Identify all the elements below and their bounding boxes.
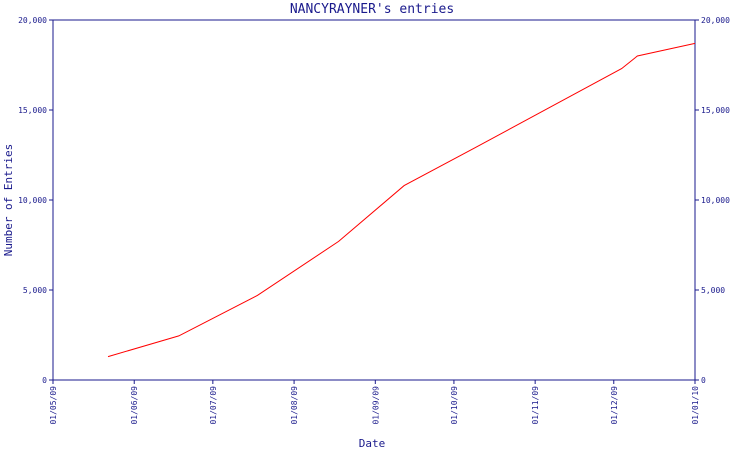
x-tick-label: 01/05/09 [49,386,58,425]
y-tick-label-left: 20,000 [18,16,47,25]
x-tick-label: 01/01/10 [691,386,700,425]
x-tick-label: 01/08/09 [290,386,299,425]
y-tick-label-left: 5,000 [23,286,47,295]
x-axis-label: Date [359,437,386,450]
series-line [107,42,696,358]
y-tick-label-right: 20,000 [701,16,730,25]
x-tick-label: 01/12/09 [610,386,619,425]
y-tick-label-left: 10,000 [18,196,47,205]
y-tick-label-right: 0 [701,376,706,385]
plot-frame [52,19,696,381]
x-tick-label: 01/10/09 [450,386,459,425]
y-axis-label: Number of Entries [2,144,15,257]
y-tick-label-right: 15,000 [701,106,730,115]
y-tick-label-left: 0 [42,376,47,385]
chart-title: NANCYRAYNER's entries [290,2,454,17]
y-tick-label-right: 5,000 [701,286,725,295]
y-tick-label-right: 10,000 [701,196,730,205]
y-axis-right: 0 5,000 10,000 15,000 20,000 [695,16,730,385]
x-tick-label: 01/06/09 [130,386,139,425]
x-tick-label: 01/11/09 [531,386,540,425]
y-tick-label-left: 15,000 [18,106,47,115]
y-axis-left: 0 5,000 10,000 15,000 20,000 [18,16,53,385]
x-tick-label: 01/09/09 [371,386,380,425]
x-tick-label: 01/07/09 [209,386,218,425]
x-axis: 01/05/09 01/06/09 01/07/09 01/08/09 01/09/09… [49,380,700,425]
